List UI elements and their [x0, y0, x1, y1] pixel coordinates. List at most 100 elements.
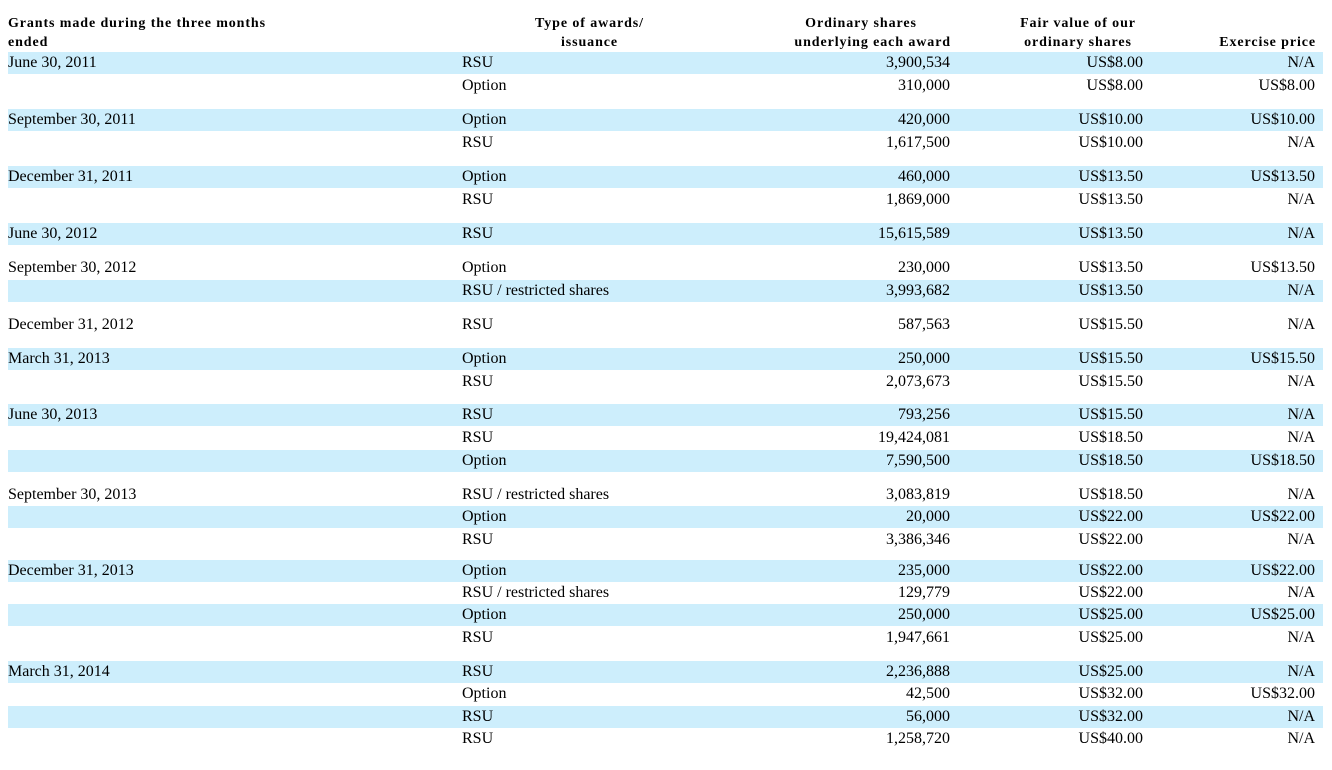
row-type: RSU — [462, 730, 494, 747]
row-fair-value: US$13.50 — [1078, 168, 1143, 185]
header-shares-line2: underlying each award — [794, 35, 951, 50]
row-exercise: US$25.00 — [1250, 606, 1315, 623]
table-row: September 30, 2013 RSU / restricted share… — [8, 484, 1323, 506]
row-exercise: N/A — [1287, 191, 1315, 208]
header-type: Type of awards/ issuance — [462, 14, 717, 53]
row-exercise: N/A — [1287, 531, 1315, 548]
row-exercise: N/A — [1287, 663, 1315, 680]
row-exercise: US$8.00 — [1258, 77, 1315, 94]
row-exercise: N/A — [1287, 282, 1315, 299]
row-period: September 30, 2012 — [8, 259, 137, 276]
table-row: September 30, 2012 Option 230,000 US$13.50 U… — [8, 257, 1323, 279]
header-fair-value: Fair value of our ordinary shares — [1014, 14, 1142, 53]
table-row: RSU / restricted shares 3,993,682 US$13.50… — [8, 280, 1323, 302]
row-type: RSU — [462, 629, 494, 646]
table-row: December 31, 2013 Option 235,000 US$22.00 US… — [8, 560, 1323, 582]
row-fair-value: US$13.50 — [1078, 282, 1143, 299]
row-shares: 250,000 — [898, 350, 950, 367]
row-fair-value: US$8.00 — [1086, 54, 1143, 71]
table-row: December 31, 2011 Option 460,000 US$13.50 US… — [8, 166, 1323, 188]
row-shares: 310,000 — [898, 77, 950, 94]
row-shares: 3,900,534 — [886, 54, 950, 71]
row-type: RSU / restricted shares — [462, 486, 610, 503]
row-type: Option — [462, 452, 507, 469]
row-type: Option — [462, 350, 507, 367]
table-row: June 30, 2013 RSU 793,256 US$15.50 N/A — [8, 404, 1323, 426]
row-fair-value: US$25.00 — [1078, 663, 1143, 680]
row-type: RSU — [462, 708, 494, 725]
table-row: March 31, 2013 Option 250,000 US$15.50 US$15… — [8, 348, 1323, 370]
row-fair-value: US$22.00 — [1078, 562, 1143, 579]
table-row: RSU 19,424,081 US$18.50 N/A — [8, 427, 1323, 449]
row-exercise: US$18.50 — [1250, 452, 1315, 469]
row-shares: 2,073,673 — [886, 373, 950, 390]
row-fair-value: US$13.50 — [1078, 225, 1143, 242]
row-fair-value: US$18.50 — [1078, 429, 1143, 446]
row-exercise: N/A — [1287, 134, 1315, 151]
row-fair-value: US$15.50 — [1078, 406, 1143, 423]
row-type: Option — [462, 685, 507, 702]
row-shares: 129,779 — [898, 584, 950, 601]
row-shares: 3,386,346 — [886, 531, 950, 548]
row-type: RSU / restricted shares — [462, 584, 610, 601]
header-fair-line2: ordinary shares — [1024, 35, 1132, 50]
row-exercise: N/A — [1287, 406, 1315, 423]
row-type: RSU / restricted shares — [462, 282, 610, 299]
row-exercise: N/A — [1287, 225, 1315, 242]
row-period: September 30, 2011 — [8, 111, 136, 128]
row-fair-value: US$13.50 — [1078, 259, 1143, 276]
row-exercise: N/A — [1287, 486, 1315, 503]
table-row: Option 42,500 US$32.00 US$32.00 — [8, 683, 1323, 705]
row-shares: 2,236,888 — [886, 663, 950, 680]
row-type: RSU — [462, 191, 494, 208]
row-exercise: N/A — [1287, 316, 1315, 333]
row-period: June 30, 2011 — [8, 54, 97, 71]
row-fair-value: US$10.00 — [1078, 134, 1143, 151]
row-period: December 31, 2013 — [8, 562, 134, 579]
row-type: Option — [462, 259, 507, 276]
row-shares: 460,000 — [898, 168, 950, 185]
row-shares: 235,000 — [898, 562, 950, 579]
row-shares: 42,500 — [906, 685, 950, 702]
row-shares: 3,993,682 — [886, 282, 950, 299]
row-shares: 15,615,589 — [878, 225, 950, 242]
row-fair-value: US$15.50 — [1078, 373, 1143, 390]
header-fair-line1: Fair value of our — [1020, 16, 1136, 31]
row-period: June 30, 2013 — [8, 406, 98, 423]
table-header: Grants made during the three months ende… — [0, 0, 1332, 53]
row-type: Option — [462, 562, 507, 579]
row-fair-value: US$25.00 — [1078, 629, 1143, 646]
row-exercise: US$10.00 — [1250, 111, 1315, 128]
row-exercise: N/A — [1287, 629, 1315, 646]
table-row: RSU 3,386,346 US$22.00 N/A — [8, 529, 1323, 551]
row-shares: 19,424,081 — [878, 429, 950, 446]
row-shares: 1,869,000 — [886, 191, 950, 208]
row-type: RSU — [462, 134, 494, 151]
table-row: Option 250,000 US$25.00 US$25.00 — [8, 604, 1323, 626]
row-shares: 56,000 — [906, 708, 950, 725]
header-period-line2: ended — [8, 35, 49, 50]
row-exercise: N/A — [1287, 54, 1315, 71]
row-period: December 31, 2011 — [8, 168, 134, 185]
row-fair-value: US$22.00 — [1078, 531, 1143, 548]
row-exercise: N/A — [1287, 708, 1315, 725]
row-type: Option — [462, 168, 507, 185]
table-row: Option 20,000 US$22.00 US$22.00 — [8, 506, 1323, 528]
header-exercise: Exercise price — [1206, 33, 1316, 53]
row-exercise: US$15.50 — [1250, 350, 1315, 367]
table-row: RSU 1,947,661 US$25.00 N/A — [8, 627, 1323, 649]
row-shares: 1,947,661 — [886, 629, 950, 646]
row-type: RSU — [462, 406, 494, 423]
table-row: RSU 1,869,000 US$13.50 N/A — [8, 189, 1323, 211]
row-type: RSU — [462, 225, 494, 242]
row-shares: 7,590,500 — [886, 452, 950, 469]
row-shares: 420,000 — [898, 111, 950, 128]
row-fair-value: US$32.00 — [1078, 685, 1143, 702]
header-period-line1: Grants made during the three months — [8, 16, 266, 31]
table-row: March 31, 2014 RSU 2,236,888 US$25.00 N/A — [8, 661, 1323, 683]
row-exercise: US$22.00 — [1250, 562, 1315, 579]
row-exercise: N/A — [1287, 584, 1315, 601]
row-fair-value: US$10.00 — [1078, 111, 1143, 128]
row-period: March 31, 2014 — [8, 663, 110, 680]
row-fair-value: US$18.50 — [1078, 452, 1143, 469]
